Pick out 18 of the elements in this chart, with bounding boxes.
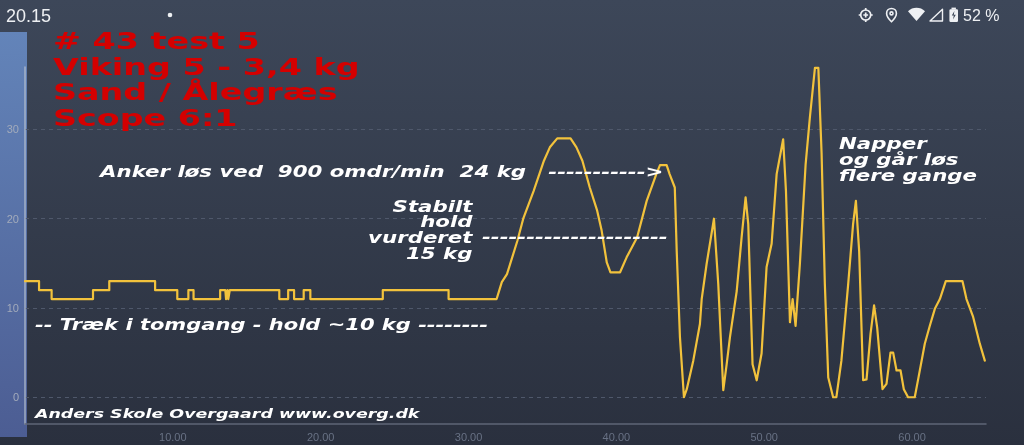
x-tick-label: 40.00 <box>602 430 631 443</box>
x-tick-label: 10.00 <box>159 430 187 443</box>
chart-title: # 43 test 5 <box>53 28 260 55</box>
text: Viking 5 - 3,4 kg Sand / Ålegræs Scope 6:1 <box>53 54 360 131</box>
text: 20.15 <box>6 5 52 26</box>
x-tick-label: 50.00 <box>750 430 778 443</box>
y-tick-label: 20 <box>6 212 19 225</box>
text: 52 % <box>963 6 1000 25</box>
annotation: Napper og går løs flere gange <box>839 135 978 185</box>
annotation: Anders Skole Overgaard www.overg.dk <box>35 407 420 421</box>
y-tick-label: 10 <box>6 301 19 314</box>
y-tick-label: 30 <box>6 123 19 136</box>
x-tick-label: 60.00 <box>898 430 926 443</box>
annotation: -- Træk i tomgang - hold ~10 kg -------- <box>35 316 488 334</box>
x-tick-label: 20.00 <box>306 430 335 443</box>
y-tick-label: 0 <box>12 391 19 404</box>
x-tick-label: 30.00 <box>454 430 483 443</box>
annotation: Stabilt hold vurderet 15 kg <box>368 197 473 264</box>
